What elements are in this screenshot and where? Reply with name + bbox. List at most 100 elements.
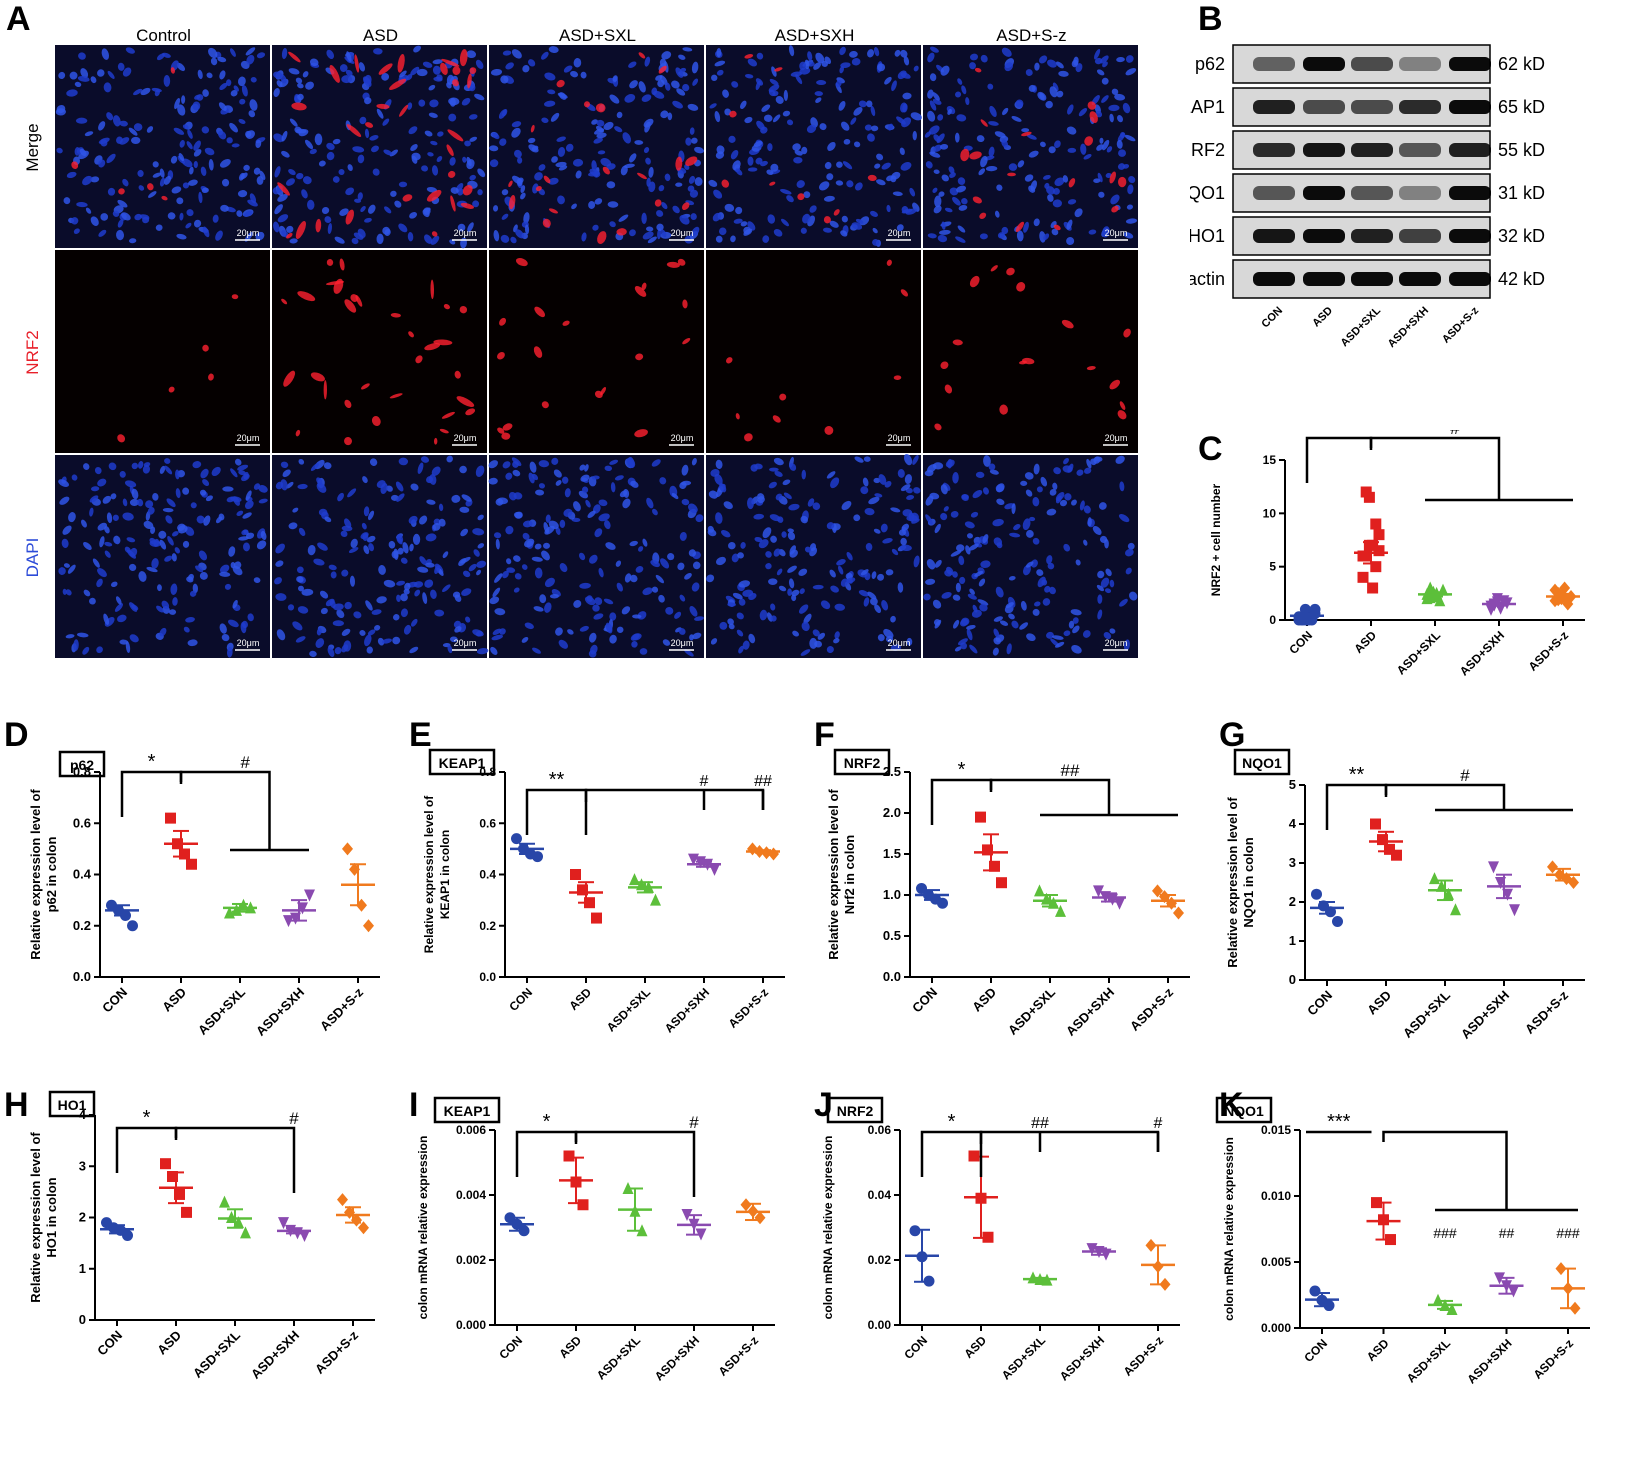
micrograph-tile: 20μm <box>272 455 489 658</box>
nrf2-signal-mark <box>1016 282 1026 292</box>
nucleus-mark <box>1094 57 1103 65</box>
nucleus-mark <box>382 638 392 644</box>
nucleus-mark <box>412 533 421 546</box>
nucleus-mark <box>305 81 315 90</box>
nucleus-mark <box>1087 517 1092 527</box>
nucleus-mark <box>76 202 88 208</box>
y-tick-label: 0.0 <box>73 969 91 984</box>
nucleus-mark <box>1092 526 1102 535</box>
box-label-text: KEAP1 <box>439 755 486 771</box>
data-point <box>982 844 993 856</box>
nucleus-mark <box>606 163 616 170</box>
protein-band <box>1449 272 1491 286</box>
nucleus-mark <box>628 61 637 69</box>
nucleus-mark <box>793 156 803 164</box>
nucleus-mark <box>770 603 776 611</box>
group-ASD+S-z <box>1551 1262 1585 1315</box>
nucleus-mark <box>979 233 988 240</box>
x-tick-label: ASD+SXL <box>999 1333 1048 1382</box>
nucleus-mark <box>210 57 218 66</box>
nucleus-mark <box>870 210 878 217</box>
nrf2-signal-mark <box>774 67 783 72</box>
nucleus-mark <box>1083 467 1092 474</box>
nucleus-mark <box>448 97 460 106</box>
nucleus-mark <box>744 73 754 79</box>
nucleus-mark <box>589 554 598 564</box>
nucleus-mark <box>695 514 704 523</box>
nucleus-mark <box>897 70 907 80</box>
nucleus-mark <box>414 589 421 597</box>
nucleus-mark <box>969 644 978 654</box>
nucleus-mark <box>98 121 106 131</box>
x-tick-label: ASD <box>556 1333 584 1361</box>
nucleus-mark <box>104 526 110 534</box>
nucleus-mark <box>419 556 427 566</box>
nucleus-mark <box>363 506 370 517</box>
nucleus-mark <box>531 556 543 562</box>
data-point <box>122 1229 133 1241</box>
nucleus-mark <box>776 568 783 576</box>
nucleus-mark <box>1008 163 1018 171</box>
nucleus-mark <box>941 592 952 599</box>
nucleus-mark <box>1037 91 1047 101</box>
nucleus-mark <box>691 582 700 592</box>
nucleus-mark <box>715 459 723 469</box>
nucleus-mark <box>997 232 1005 239</box>
nucleus-mark <box>812 502 821 510</box>
box-label-text: NQO1 <box>1242 755 1282 771</box>
nucleus-mark <box>1122 102 1131 114</box>
nucleus-mark <box>416 68 428 77</box>
nucleus-mark <box>1016 230 1024 242</box>
nucleus-mark <box>436 74 443 81</box>
nucleus-mark <box>980 560 991 569</box>
nucleus-mark <box>813 62 822 70</box>
nucleus-mark <box>947 458 953 469</box>
nucleus-mark <box>774 470 783 477</box>
nucleus-mark <box>629 540 638 547</box>
nucleus-mark <box>390 190 397 197</box>
nucleus-mark <box>175 488 181 499</box>
nucleus-mark <box>694 616 704 621</box>
nucleus-mark <box>594 128 605 135</box>
nucleus-mark <box>1118 149 1127 157</box>
nucleus-mark <box>715 235 723 243</box>
nucleus-mark <box>65 634 75 639</box>
panel-g: G NQO1 0 1 2 3 4 5 Relative expression level of… <box>1215 710 1627 1070</box>
nucleus-mark <box>980 54 988 63</box>
nucleus-mark <box>743 228 753 236</box>
nrf2-signal-mark <box>1119 401 1126 410</box>
nrf2-signal-mark <box>641 282 647 291</box>
y-tick-label: 15 <box>1263 453 1277 467</box>
nucleus-mark <box>1052 82 1059 92</box>
x-tick-label: ASD+SXL <box>1005 984 1058 1037</box>
nucleus-mark <box>176 233 187 240</box>
nucleus-mark <box>646 497 654 509</box>
nucleus-mark <box>137 169 144 177</box>
nrf2-signal-mark <box>509 195 516 210</box>
nucleus-mark <box>940 65 950 76</box>
nucleus-mark <box>316 477 323 485</box>
nucleus-mark <box>896 224 904 232</box>
significance-mark: ## <box>1031 1115 1049 1132</box>
nucleus-mark <box>446 455 453 463</box>
nucleus-mark <box>384 206 392 214</box>
nucleus-mark <box>532 647 541 654</box>
nucleus-mark <box>296 172 304 180</box>
nucleus-mark <box>221 634 230 642</box>
nucleus-mark <box>437 131 444 137</box>
nucleus-mark <box>768 84 780 93</box>
nucleus-mark <box>925 578 936 585</box>
nucleus-mark <box>424 130 433 137</box>
nucleus-mark <box>630 633 640 641</box>
nucleus-mark <box>936 133 945 144</box>
data-point <box>127 920 138 932</box>
nucleus-mark <box>1108 104 1120 112</box>
nucleus-mark <box>276 629 286 641</box>
nrf2-signal-mark <box>515 258 528 267</box>
protein-band <box>1351 272 1393 286</box>
nucleus-mark <box>1123 639 1130 652</box>
y-tick-label: 0.8 <box>73 764 91 779</box>
nucleus-mark <box>956 544 965 552</box>
nucleus-mark <box>720 529 731 538</box>
data-point <box>1384 843 1395 855</box>
